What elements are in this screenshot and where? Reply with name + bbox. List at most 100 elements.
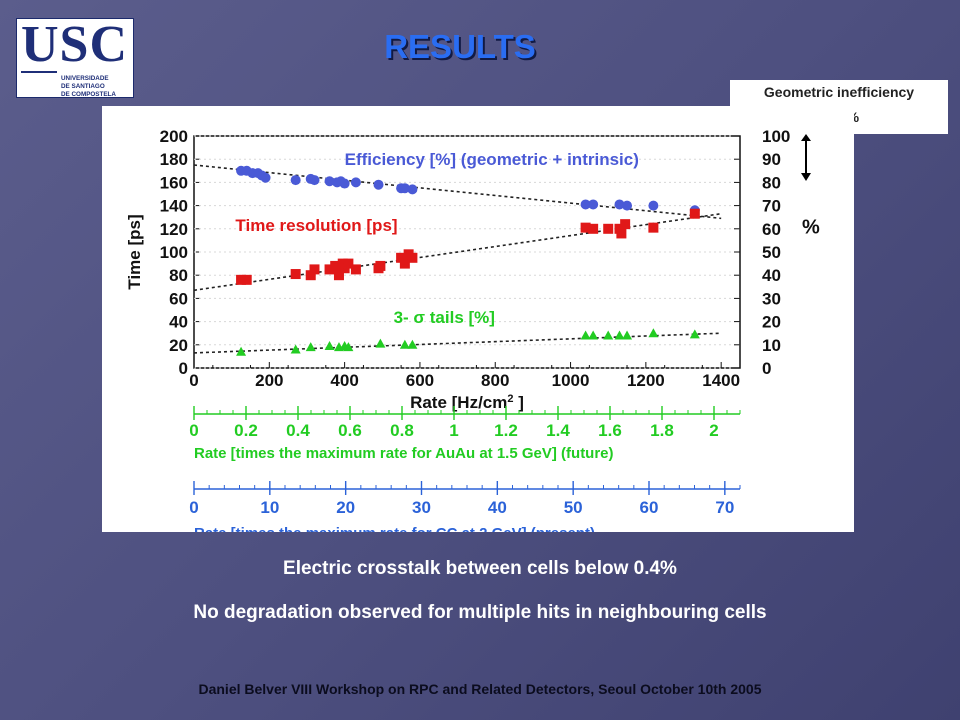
time-resolution-point [324, 264, 335, 275]
logo-bar [21, 71, 57, 73]
y-right-tick-label: 10 [762, 336, 781, 355]
y-right-tick-label: 80 [762, 173, 781, 192]
x-tick-label: 200 [255, 371, 283, 390]
tails-point [343, 342, 354, 352]
y-left-tick-label: 120 [160, 220, 188, 239]
y-right-tick-label: 0 [762, 359, 771, 378]
time-resolution-point [603, 223, 614, 234]
secondary-axis-tick-label: 0.4 [286, 421, 310, 440]
efficiency-point [260, 172, 271, 183]
y-left-tick-label: 200 [160, 127, 188, 146]
secondary-axis-tick-label: 2 [709, 421, 718, 440]
time-resolution-point [616, 228, 627, 239]
time-resolution-point [333, 270, 344, 281]
y-right-tick-label: 30 [762, 289, 781, 308]
efficiency-point [339, 178, 350, 189]
results-chart: 0204060801001201401601802000102030405060… [125, 127, 820, 532]
secondary-axis-tick-label: 40 [488, 498, 507, 517]
secondary-axis-tick-label: 0 [189, 421, 198, 440]
efficiency-point [648, 200, 659, 211]
efficiency-point [407, 184, 418, 195]
secondary-axis-tick-label: 60 [640, 498, 659, 517]
caption-crosstalk: Electric crosstalk between cells below 0… [283, 558, 677, 579]
efficiency-point [324, 176, 335, 187]
secondary-axis-tick-label: 0.2 [234, 421, 258, 440]
efficiency-point [622, 200, 633, 211]
efficiency-point [309, 175, 320, 186]
y-right-tick-label: 100 [762, 127, 790, 146]
x-tick-label: 600 [406, 371, 434, 390]
y-right-tick-label: 40 [762, 266, 781, 285]
secondary-axis-tick-label: 1 [449, 421, 458, 440]
y-right-tick-label: 70 [762, 197, 781, 216]
y-left-tick-label: 80 [169, 266, 188, 285]
time-resolution-point [396, 252, 407, 263]
y-left-tick-label: 0 [179, 359, 188, 378]
time-resolution-point [588, 223, 599, 234]
range-arrow [801, 134, 811, 181]
y-right-axis-label: % [802, 216, 820, 238]
tails-series-label: 3- σ tails [%] [394, 308, 495, 327]
time-resolution-point [236, 274, 247, 285]
secondary-axis-tick-label: 1.2 [494, 421, 518, 440]
y-left-tick-label: 180 [160, 150, 188, 169]
efficiency-point [290, 175, 301, 186]
time-resolution-point [241, 274, 252, 285]
caption-degradation: No degradation observed for multiple hit… [193, 602, 767, 623]
y-right-tick-label: 20 [762, 313, 781, 332]
y-left-axis-label: Time [ps] [125, 214, 144, 289]
secondary-axis-tick-label: 0 [189, 498, 198, 517]
secondary-axis-tick-label: 50 [564, 498, 583, 517]
efficiency-series-label: Efficiency [%] (geometric + intrinsic) [345, 150, 639, 169]
x-axis-label: Rate [Hz/cm2 ] [410, 393, 524, 412]
x-tick-label: 0 [189, 371, 198, 390]
time-resolution-point [375, 260, 386, 271]
note-line-1: Geometric inefficiency [763, 84, 915, 100]
y-right-tick-label: 50 [762, 243, 781, 262]
y-left-tick-label: 60 [169, 289, 188, 308]
tails-point [614, 330, 625, 340]
time-resolution-point [689, 208, 700, 219]
efficiency-point [588, 199, 599, 210]
secondary-axis-tick-label: 10 [260, 498, 279, 517]
tails-point [580, 330, 591, 340]
logo-line-2: DE SANTIAGO [61, 83, 105, 90]
secondary-axis-label: Rate [times the maximum rate for CC at 2… [194, 525, 595, 532]
time-resolution-point [648, 222, 659, 233]
time-resolution-point [343, 258, 354, 269]
time-resolution-point [305, 270, 316, 281]
time-resolution-series-label: Time resolution [ps] [235, 216, 397, 235]
tails-point [236, 346, 247, 356]
secondary-axis-tick-label: 1.4 [546, 421, 570, 440]
tails-point [407, 339, 418, 349]
secondary-axis-tick-label: 70 [715, 498, 734, 517]
time-resolution-point [620, 219, 631, 230]
logo-line-1: UNIVERSIDADE [61, 75, 109, 82]
secondary-axis-tick-label: 1.8 [650, 421, 674, 440]
secondary-axis-tick-label: 0.8 [390, 421, 414, 440]
x-tick-label: 1200 [627, 371, 665, 390]
time-resolution-point [350, 264, 361, 275]
efficiency-point [399, 183, 410, 194]
tails-point [290, 344, 301, 354]
tails-point [648, 328, 659, 338]
x-tick-label: 1000 [552, 371, 590, 390]
x-tick-label: 1400 [702, 371, 740, 390]
tails-point [375, 338, 386, 348]
footer-credit: Daniel Belver VIII Workshop on RPC and R… [198, 681, 762, 697]
time-resolution-point [309, 264, 320, 275]
secondary-axis-tick-label: 30 [412, 498, 431, 517]
y-left-tick-label: 20 [169, 336, 188, 355]
secondary-axis-tick-label: 1.6 [598, 421, 622, 440]
y-right-tick-label: 90 [762, 150, 781, 169]
time-resolution-point [580, 222, 591, 233]
y-left-tick-label: 40 [169, 313, 188, 332]
plot-panel: 0 20 40 60 80 100 120 140 160 180 200 0 10 20 30 40 50 60… [102, 106, 854, 532]
fit-line [193, 212, 722, 292]
y-left-tick-label: 140 [160, 197, 188, 216]
time-resolution-point [399, 258, 410, 269]
tails-point [588, 330, 599, 340]
time-resolution-point [330, 260, 341, 271]
secondary-axis-label: Rate [times the maximum rate for AuAu at… [194, 445, 614, 462]
fit-line [193, 164, 722, 220]
